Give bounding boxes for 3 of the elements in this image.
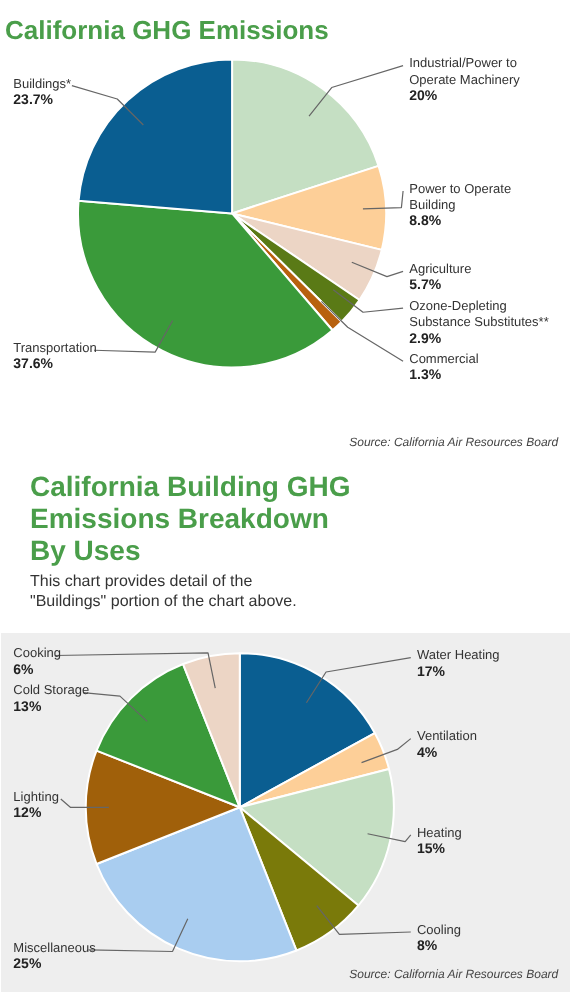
chart-title: California GHG Emissions	[5, 15, 329, 45]
chart-subtitle: This chart provides detail of the "Buildings" portion of the chart above.	[30, 572, 299, 612]
chart-title: California Building GHG Emissions Breakdown By Uses	[30, 470, 353, 566]
